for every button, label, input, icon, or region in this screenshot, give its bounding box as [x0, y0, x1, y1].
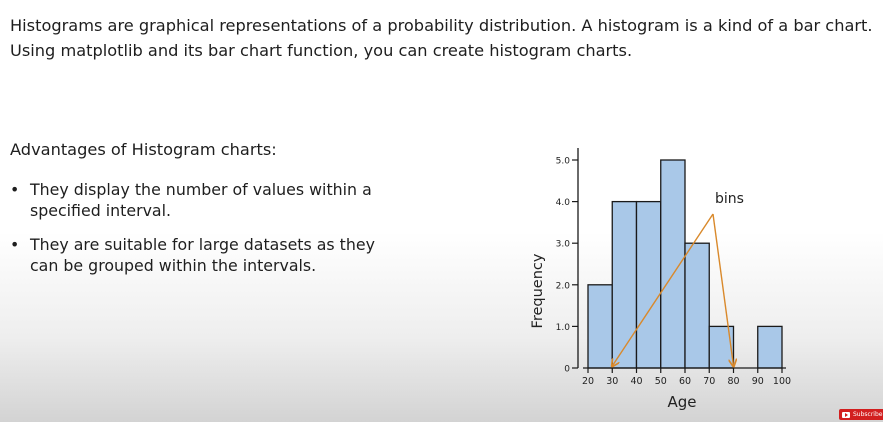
advantages-heading: Advantages of Histogram charts: — [10, 140, 277, 159]
y-tick-label: 0 — [564, 365, 570, 375]
advantage-text: They display the number of values within… — [30, 180, 372, 220]
y-axis-label: Frequency — [530, 253, 546, 328]
y-tick-label: 3.0 — [556, 240, 571, 250]
annotation-arrow — [612, 213, 714, 366]
advantage-text: They are suitable for large datasets as … — [30, 235, 375, 275]
histogram-bar — [757, 325, 783, 369]
subscribe-label: Subscribe — [853, 411, 883, 418]
x-tick-label: 90 — [752, 376, 764, 387]
histogram-bar — [611, 200, 638, 369]
x-tick-label: 70 — [703, 376, 715, 387]
histogram-bar — [684, 242, 710, 369]
subscribe-button[interactable]: Subscribe — [839, 409, 883, 420]
list-item: • They are suitable for large datasets a… — [10, 234, 390, 276]
y-tick-label: 5.0 — [556, 157, 571, 167]
x-tick-label: 80 — [727, 376, 739, 387]
advantages-list: • They display the number of values with… — [10, 179, 390, 289]
bullet-icon: • — [10, 235, 20, 254]
annotation-label: bins — [715, 191, 744, 207]
x-tick-label: 50 — [655, 376, 667, 387]
y-tick-label: 4.0 — [556, 198, 571, 208]
youtube-play-icon — [842, 411, 850, 418]
bullet-icon: • — [10, 180, 20, 199]
histogram-bar — [708, 325, 735, 369]
y-tick-label: 2.0 — [556, 281, 571, 291]
histogram-bar — [587, 284, 613, 369]
list-item: • They display the number of values with… — [10, 179, 390, 221]
x-tick-label: 100 — [773, 376, 791, 387]
intro-paragraph: Histograms are graphical representations… — [10, 16, 873, 60]
x-tick-label: 60 — [679, 376, 691, 387]
histogram-chart: 0 1.0 2.0 3.0 4.0 5.0 20 30 40 50 60 70 80 90 100 bins… — [530, 148, 791, 411]
annotation-arrow — [712, 213, 734, 366]
y-tick-label: 1.0 — [556, 323, 571, 333]
x-tick-label: 40 — [630, 376, 642, 387]
x-tick-label: 20 — [582, 376, 594, 387]
histogram-bar — [660, 159, 686, 369]
histogram-bar — [635, 200, 662, 369]
x-axis-label: Age — [667, 393, 696, 411]
x-tick-label: 30 — [606, 376, 618, 387]
